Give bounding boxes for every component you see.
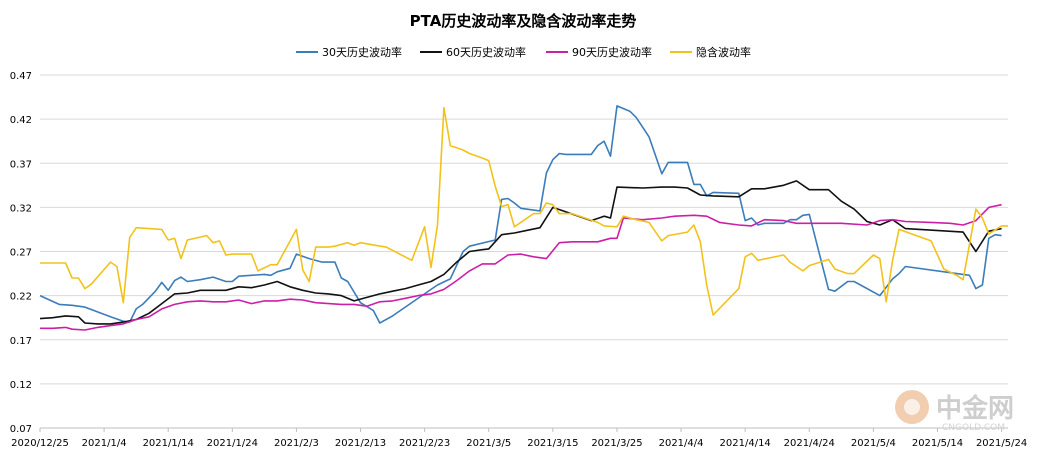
y-tick-label: 0.32 xyxy=(10,203,32,214)
x-tick-label: 2021/1/24 xyxy=(207,438,258,449)
x-tick-label: 2021/5/14 xyxy=(912,438,963,449)
x-tick-label: 2021/5/24 xyxy=(976,438,1027,449)
y-tick-label: 0.47 xyxy=(10,71,32,82)
watermark-logo-core-icon xyxy=(904,399,920,415)
legend-label: 90天历史波动率 xyxy=(572,45,652,59)
gridlines xyxy=(40,74,1008,429)
y-tick-label: 0.07 xyxy=(10,424,32,435)
legend-label: 隐含波动率 xyxy=(696,45,751,59)
x-tick-label: 2021/3/15 xyxy=(527,438,578,449)
y-tick-label: 0.17 xyxy=(10,336,32,347)
watermark-subtext: CNGOLD.COM xyxy=(942,423,1005,433)
x-tick-label: 2021/1/4 xyxy=(82,438,127,449)
legend: 30天历史波动率 60天历史波动率 90天历史波动率 隐含波动率 xyxy=(296,45,751,59)
series-line-3 xyxy=(40,203,1002,331)
x-axis: 2020/12/25 2021/1/4 2021/1/14 2021/1/24 2021… xyxy=(11,428,1027,449)
watermark: 中金网 CNGOLD.COM xyxy=(895,390,1014,433)
chart-title: PTA历史波动率及隐含波动率走势 xyxy=(410,12,637,30)
y-tick-label: 0.22 xyxy=(10,292,32,303)
x-tick-label: 2021/4/14 xyxy=(720,438,771,449)
series-line-4 xyxy=(40,106,1008,316)
legend-label: 60天历史波动率 xyxy=(446,45,526,59)
x-tick-label: 2021/3/5 xyxy=(466,438,511,449)
x-tick-label: 2021/1/14 xyxy=(143,438,194,449)
x-tick-label: 2020/12/25 xyxy=(11,438,69,449)
x-tick-label: 2021/5/4 xyxy=(851,438,896,449)
x-tick-label: 2021/2/23 xyxy=(399,438,450,449)
y-tick-label: 0.37 xyxy=(10,159,32,170)
x-tick-label: 2021/4/24 xyxy=(784,438,835,449)
y-axis: 0.07 0.12 0.17 0.22 0.27 0.32 0.37 0.42 0.47 xyxy=(10,71,32,435)
series-line-2 xyxy=(39,180,1002,325)
y-tick-label: 0.27 xyxy=(10,248,32,259)
watermark-text: 中金网 xyxy=(936,393,1014,424)
x-tick-label: 2021/3/25 xyxy=(591,438,642,449)
x-tick-label: 2021/2/13 xyxy=(335,438,386,449)
x-tick-label: 2021/4/4 xyxy=(659,438,704,449)
y-tick-label: 0.42 xyxy=(10,115,32,126)
series-line-1 xyxy=(39,105,1002,324)
y-tick-label: 0.12 xyxy=(10,380,32,391)
legend-label: 30天历史波动率 xyxy=(322,45,402,59)
x-tick-label: 2021/2/3 xyxy=(274,438,319,449)
series-lines xyxy=(39,105,1008,331)
